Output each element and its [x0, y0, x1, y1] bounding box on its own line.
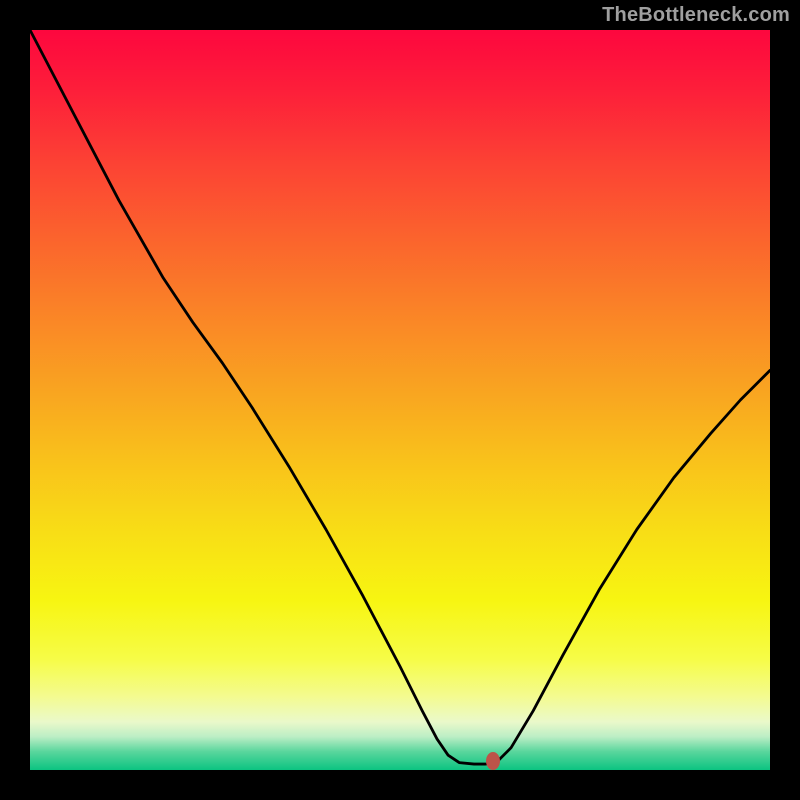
plot-area	[30, 30, 770, 770]
gradient-background	[30, 30, 770, 770]
watermark-text: TheBottleneck.com	[602, 4, 790, 27]
chart-svg	[30, 30, 770, 770]
optimum-marker	[486, 752, 500, 770]
